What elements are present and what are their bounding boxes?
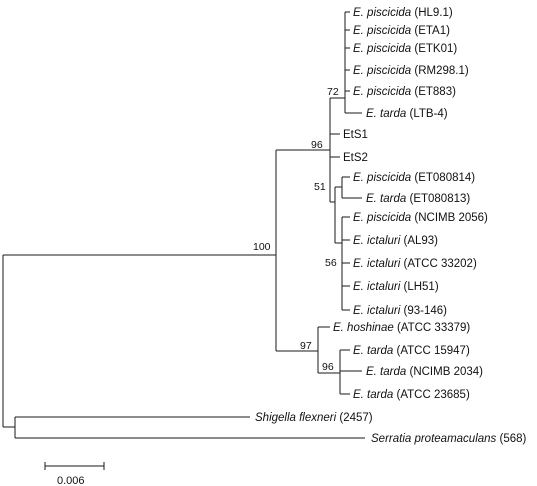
tree-branches — [2, 11, 365, 439]
leaf-label-ncimb2056: E. piscicida (NCIMB 2056) — [353, 212, 488, 224]
leaf-label-et883: E. piscicida (ET883) — [353, 86, 456, 98]
leaf-labels: E. piscicida (HL9.1) E. piscicida (ETA1)… — [255, 7, 527, 445]
leaf-label-et080814: E. piscicida (ET080814) — [353, 172, 475, 184]
bootstrap-97: 97 — [300, 340, 312, 352]
leaf-label-eta1: E. piscicida (ETA1) — [353, 25, 450, 37]
leaf-label-hoshinae: E. hoshinae (ATCC 33379) — [333, 322, 470, 334]
bootstrap-values: 72 96 51 100 56 97 96 — [253, 86, 339, 373]
bootstrap-72: 72 — [327, 86, 339, 98]
leaf-label-ets1: EtS1 — [343, 129, 368, 141]
bootstrap-100: 100 — [253, 241, 271, 253]
scale-bar-label: 0.006 — [57, 475, 85, 486]
bootstrap-96-upper: 96 — [311, 139, 323, 151]
bootstrap-51: 51 — [314, 181, 326, 193]
leaf-label-shigella: Shigella flexneri (2457) — [255, 412, 373, 424]
leaf-label-serratia: Serratia proteamaculans (568) — [371, 433, 527, 445]
leaf-label-atcc33202: E. ictaluri (ATCC 33202) — [353, 258, 477, 270]
leaf-label-lh51: E. ictaluri (LH51) — [353, 281, 439, 293]
bootstrap-56: 56 — [325, 257, 337, 269]
leaf-label-ncimb2034: E. tarda (NCIMB 2034) — [366, 366, 483, 378]
leaf-label-ets2: EtS2 — [343, 152, 368, 164]
leaf-label-al93: E. ictaluri (AL93) — [353, 235, 438, 247]
leaf-label-atcc23685: E. tarda (ATCC 23685) — [353, 389, 470, 401]
scale-bar: 0.006 — [44, 462, 105, 486]
bootstrap-96-lower: 96 — [322, 361, 334, 373]
leaf-label-et080813: E. tarda (ET080813) — [366, 193, 470, 205]
leaf-label-rm2981: E. piscicida (RM298.1) — [353, 65, 469, 77]
leaf-label-etk01: E. piscicida (ETK01) — [353, 43, 457, 55]
leaf-label-ltb4: E. tarda (LTB-4) — [366, 108, 448, 120]
leaf-label-93146: E. ictaluri (93-146) — [353, 305, 447, 317]
leaf-label-atcc15947: E. tarda (ATCC 15947) — [353, 345, 470, 357]
leaf-label-hl91: E. piscicida (HL9.1) — [353, 7, 453, 19]
